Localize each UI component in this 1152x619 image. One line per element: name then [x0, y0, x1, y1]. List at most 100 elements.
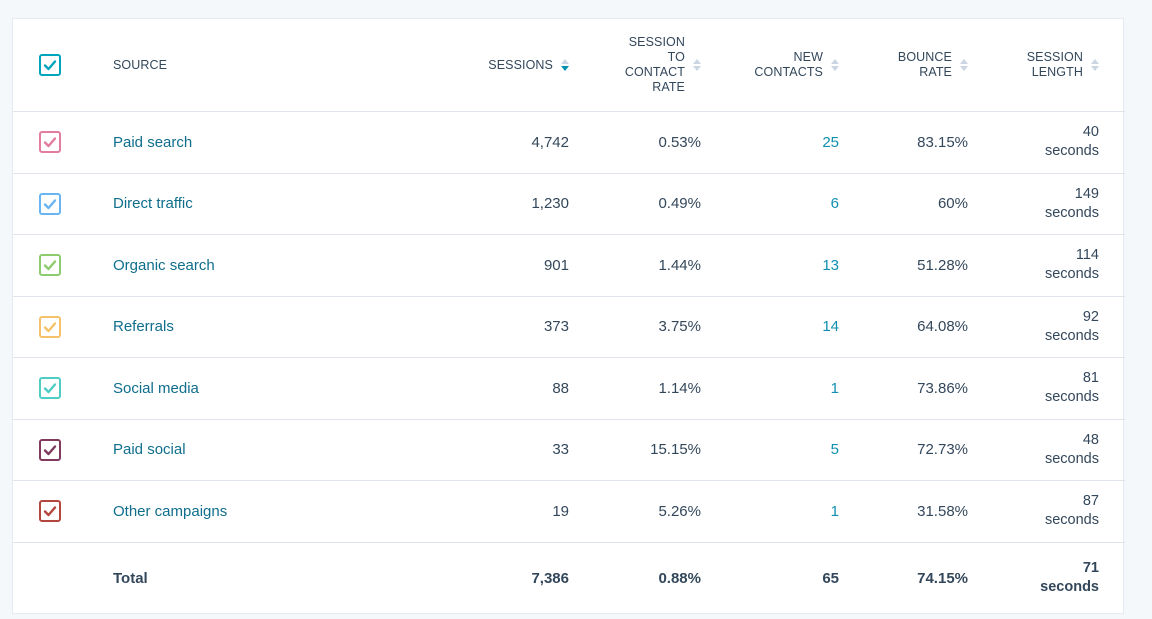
- row-checkbox[interactable]: [39, 254, 61, 277]
- new-contacts-cell: 13: [719, 235, 839, 296]
- session-length-cell: 149 seconds: [1044, 185, 1099, 221]
- sessions-cell: 33: [552, 441, 569, 459]
- rate-cell: 15.15%: [650, 441, 701, 459]
- column-header-source-label: SOURCE: [113, 57, 168, 72]
- new-contacts-link[interactable]: 5: [830, 441, 839, 459]
- rate-cell: 0.53%: [658, 133, 701, 151]
- new-contacts-link[interactable]: 13: [822, 256, 839, 274]
- source-link[interactable]: Referrals: [113, 318, 174, 336]
- row-checkbox[interactable]: [39, 500, 61, 523]
- row-checkbox-cell: [39, 358, 63, 419]
- total-session-length: 71 seconds: [1040, 560, 1099, 595]
- column-header-length-label: SESSION LENGTH: [1026, 50, 1083, 79]
- bounce-rate-cell: 83.15%: [917, 133, 968, 151]
- new-contacts-cell: 5: [719, 420, 839, 481]
- table-row: Direct traffic 1,230 0.49% 6 60% 149 seconds: [13, 174, 1125, 235]
- bounce-rate-cell: 73.86%: [917, 379, 968, 397]
- new-contacts-link[interactable]: 1: [830, 379, 839, 397]
- sort-icon[interactable]: [960, 59, 968, 71]
- column-header-session-length[interactable]: SESSION LENGTH: [979, 19, 1099, 111]
- row-checkbox-cell: [39, 174, 63, 235]
- source-link[interactable]: Paid search: [113, 133, 193, 151]
- new-contacts-cell: 6: [719, 174, 839, 235]
- sort-icon[interactable]: [693, 59, 701, 71]
- column-header-rate-label: SESSION TO CONTACT RATE: [624, 35, 685, 94]
- table-row: Social media 88 1.14% 1 73.86% 81 seconds: [13, 358, 1125, 420]
- new-contacts-link[interactable]: 25: [822, 133, 839, 151]
- row-checkbox-cell: [39, 481, 63, 542]
- row-checkbox[interactable]: [39, 438, 61, 461]
- table-row: Paid search 4,742 0.53% 25 83.15% 40 seconds: [13, 112, 1125, 174]
- source-cell: Social media: [113, 358, 413, 419]
- sessions-cell: 88: [552, 379, 569, 397]
- total-new-contacts: 65: [822, 569, 839, 587]
- sort-icon[interactable]: [1091, 59, 1099, 71]
- bounce-rate-cell: 60%: [937, 195, 968, 213]
- new-contacts-link[interactable]: 6: [830, 195, 839, 213]
- table-row: Paid social 33 15.15% 5 72.73% 48 seconds: [13, 420, 1125, 481]
- table-header: SOURCE SESSIONS SESSION TO CONTACT RATE …: [13, 19, 1125, 112]
- total-label: Total: [113, 569, 148, 587]
- bounce-rate-cell: 72.73%: [917, 441, 968, 459]
- select-all-checkbox[interactable]: [39, 54, 61, 76]
- session-length-cell: 81 seconds: [1044, 370, 1099, 406]
- row-checkbox[interactable]: [39, 192, 61, 215]
- row-checkbox[interactable]: [39, 315, 61, 338]
- source-link[interactable]: Organic search: [113, 256, 215, 274]
- total-bounce-rate: 74.15%: [917, 569, 968, 587]
- source-cell: Referrals: [113, 297, 413, 358]
- source-cell: Other campaigns: [113, 481, 413, 542]
- sort-descending-icon[interactable]: [561, 59, 569, 71]
- row-checkbox[interactable]: [39, 377, 61, 400]
- source-cell: Direct traffic: [113, 174, 413, 235]
- row-checkbox[interactable]: [39, 131, 61, 154]
- rate-cell: 3.75%: [658, 318, 701, 336]
- rate-cell: 1.44%: [658, 256, 701, 274]
- source-link[interactable]: Other campaigns: [113, 502, 228, 520]
- total-rate: 0.88%: [658, 569, 701, 587]
- check-icon: [43, 322, 57, 332]
- source-cell: Paid search: [113, 112, 413, 173]
- column-header-session-to-contact-rate[interactable]: SESSION TO CONTACT RATE: [581, 19, 701, 111]
- check-icon: [43, 60, 57, 71]
- check-icon: [43, 137, 57, 148]
- column-header-bounce-rate[interactable]: BOUNCE RATE: [848, 19, 968, 111]
- new-contacts-link[interactable]: 14: [822, 318, 839, 336]
- sources-table: SOURCE SESSIONS SESSION TO CONTACT RATE …: [12, 18, 1125, 614]
- check-icon: [43, 383, 57, 394]
- session-length-cell: 92 seconds: [1044, 308, 1099, 344]
- rate-cell: 1.14%: [658, 379, 701, 397]
- sessions-cell: 1,230: [531, 195, 569, 213]
- row-checkbox-cell: [39, 112, 63, 173]
- new-contacts-cell: 14: [719, 297, 839, 358]
- bounce-rate-cell: 64.08%: [917, 318, 968, 336]
- column-header-sessions[interactable]: SESSIONS: [449, 19, 569, 111]
- row-checkbox-cell: [39, 235, 63, 296]
- source-cell: Paid social: [113, 420, 413, 481]
- new-contacts-link[interactable]: 1: [830, 502, 839, 520]
- column-header-source[interactable]: SOURCE: [113, 19, 413, 111]
- new-contacts-cell: 1: [719, 358, 839, 419]
- source-link[interactable]: Direct traffic: [113, 195, 193, 213]
- total-sessions: 7,386: [531, 569, 569, 587]
- column-header-new-contacts[interactable]: NEW CONTACTS: [719, 19, 839, 111]
- session-length-cell: 114 seconds: [1044, 247, 1099, 283]
- source-link[interactable]: Social media: [113, 379, 199, 397]
- table-row: Referrals 373 3.75% 14 64.08% 92 seconds: [13, 297, 1125, 358]
- check-icon: [43, 260, 57, 271]
- check-icon: [43, 199, 57, 209]
- new-contacts-cell: 1: [719, 481, 839, 542]
- sessions-cell: 19: [552, 502, 569, 520]
- sort-icon[interactable]: [831, 59, 839, 71]
- column-header-sessions-label: SESSIONS: [488, 57, 553, 72]
- check-icon: [43, 506, 57, 517]
- table-row: Other campaigns 19 5.26% 1 31.58% 87 seconds: [13, 481, 1125, 543]
- source-link[interactable]: Paid social: [113, 441, 186, 459]
- table-row: Organic search 901 1.44% 13 51.28% 114 seconds: [13, 235, 1125, 297]
- rate-cell: 5.26%: [658, 502, 701, 520]
- bounce-rate-cell: 51.28%: [917, 256, 968, 274]
- row-checkbox-cell: [39, 420, 63, 481]
- session-length-cell: 40 seconds: [1044, 124, 1099, 160]
- column-header-contacts-label: NEW CONTACTS: [754, 50, 823, 79]
- source-cell: Organic search: [113, 235, 413, 296]
